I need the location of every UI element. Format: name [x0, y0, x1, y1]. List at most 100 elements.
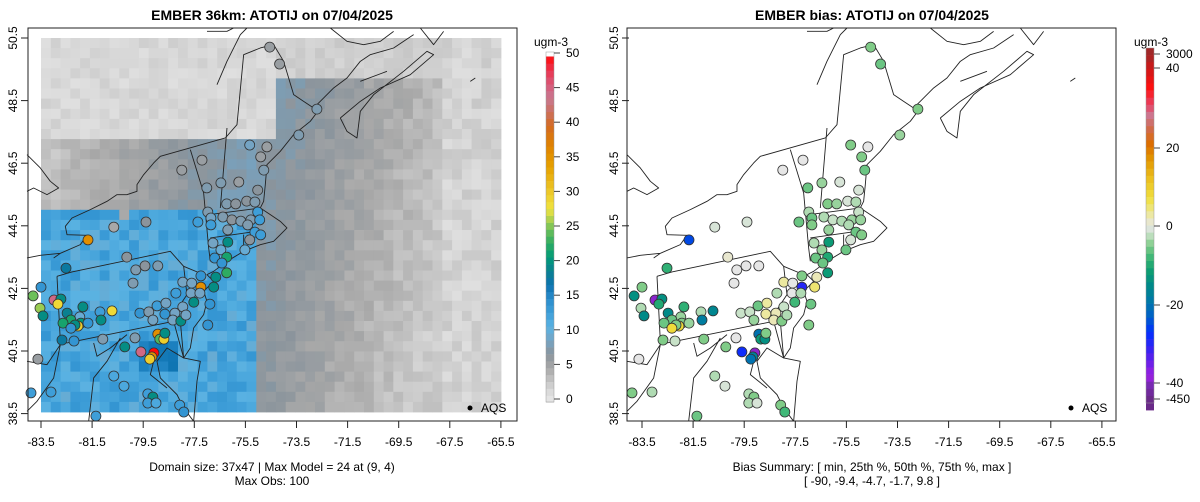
model-grid-cell — [256, 361, 267, 372]
model-grid-cell — [99, 108, 110, 120]
model-grid-cell — [285, 209, 296, 221]
model-grid-cell — [168, 341, 179, 352]
bias-station-marker — [840, 244, 852, 256]
obs-station-marker — [202, 319, 214, 331]
model-grid-cell — [315, 58, 326, 69]
model-grid-cell — [432, 129, 443, 140]
model-grid-cell — [187, 38, 198, 49]
model-grid-cell — [70, 118, 81, 130]
model-grid-cell — [295, 219, 306, 231]
model-grid-cell — [452, 300, 463, 312]
model-grid-cell — [217, 219, 228, 231]
model-grid-cell — [305, 169, 316, 180]
colorbar-bin — [546, 194, 554, 203]
colorbar-bin — [1146, 253, 1154, 262]
model-grid-cell — [364, 118, 375, 130]
model-grid-cell — [138, 290, 150, 302]
model-grid-cell — [246, 250, 257, 261]
model-grid-cell — [461, 189, 473, 201]
obs-station-marker — [150, 397, 162, 409]
colorbar-bin — [546, 298, 554, 306]
model-grid-cell — [246, 280, 257, 292]
model-grid-cell — [364, 351, 375, 362]
model-grid-cell — [334, 159, 345, 170]
model-grid-cell — [256, 381, 267, 393]
model-grid-cell — [285, 219, 296, 231]
model-grid-cell — [148, 341, 159, 352]
model-grid-cell — [285, 139, 296, 150]
model-grid-cell — [275, 38, 287, 49]
model-grid-cell — [305, 280, 316, 292]
obs-station-marker — [195, 270, 207, 282]
model-grid-cell — [315, 290, 326, 302]
model-grid-cell — [256, 280, 267, 292]
model-grid-cell — [158, 371, 169, 383]
model-grid-cell — [383, 199, 394, 211]
model-grid-cell — [178, 98, 189, 110]
model-grid-cell — [138, 250, 150, 261]
model-grid-cell — [354, 78, 365, 89]
bias-station-marker — [894, 129, 906, 141]
obs-station-marker — [201, 182, 213, 194]
model-grid-cell — [432, 230, 443, 241]
model-grid-cell — [168, 88, 179, 99]
model-grid-cell — [344, 331, 355, 342]
model-grid-cell — [266, 361, 277, 372]
obs-station-marker — [144, 353, 156, 365]
bias-station-marker — [827, 214, 839, 226]
model-grid-cell — [256, 159, 267, 170]
model-grid-cell — [256, 179, 267, 190]
model-grid-cell — [412, 108, 424, 120]
model-grid-cell — [285, 240, 296, 251]
model-grid-cell — [452, 169, 463, 180]
model-grid-cell — [60, 351, 71, 362]
model-grid-cell — [393, 401, 404, 413]
colorbar-bin — [546, 91, 554, 99]
model-grid-cell — [481, 341, 492, 352]
x-tick-label: -79.5 — [130, 435, 158, 449]
obs-station-marker — [186, 277, 198, 289]
model-grid-cell — [452, 98, 463, 110]
model-grid-cell — [246, 159, 257, 170]
model-grid-cell — [148, 118, 159, 130]
model-grid-cell — [461, 159, 473, 170]
model-grid-cell — [41, 300, 52, 312]
model-grid-cell — [344, 321, 355, 332]
model-grid-cell — [491, 260, 502, 271]
model-grid-cell — [148, 38, 159, 49]
model-grid-cell — [491, 139, 502, 150]
model-grid-cell — [491, 48, 502, 59]
model-grid-cell — [334, 189, 345, 201]
model-grid-cell — [89, 189, 101, 201]
model-grid-cell — [442, 381, 453, 393]
model-grid-cell — [305, 118, 316, 130]
model-grid-cell — [432, 48, 443, 59]
model-grid-cell — [324, 159, 335, 170]
bias-station-marker — [823, 236, 835, 248]
model-grid-cell — [403, 280, 414, 292]
model-grid-cell — [285, 179, 296, 190]
model-grid-cell — [168, 68, 179, 79]
model-grid-cell — [471, 219, 482, 231]
model-grid-cell — [442, 351, 453, 362]
model-grid-cell — [364, 250, 375, 261]
model-grid-cell — [403, 189, 414, 201]
model-grid-cell — [275, 108, 287, 120]
model-grid-cell — [354, 401, 365, 413]
model-grid-cell — [471, 98, 482, 110]
model-grid-cell — [138, 351, 150, 362]
model-grid-cell — [324, 260, 335, 271]
model-grid-cell — [109, 341, 120, 352]
model-grid-cell — [334, 401, 345, 413]
model-grid-cell — [295, 88, 306, 99]
model-grid-cell — [50, 38, 61, 49]
model-grid-cell — [305, 300, 316, 312]
model-grid-cell — [256, 351, 267, 362]
model-grid-cell — [80, 179, 91, 190]
model-grid-cell — [481, 48, 492, 59]
colorbar-tick-label: 3000 — [1166, 47, 1193, 61]
model-grid-cell — [168, 381, 179, 393]
model-grid-cell — [491, 78, 502, 89]
model-grid-cell — [60, 270, 71, 281]
model-grid-cell — [178, 219, 189, 231]
